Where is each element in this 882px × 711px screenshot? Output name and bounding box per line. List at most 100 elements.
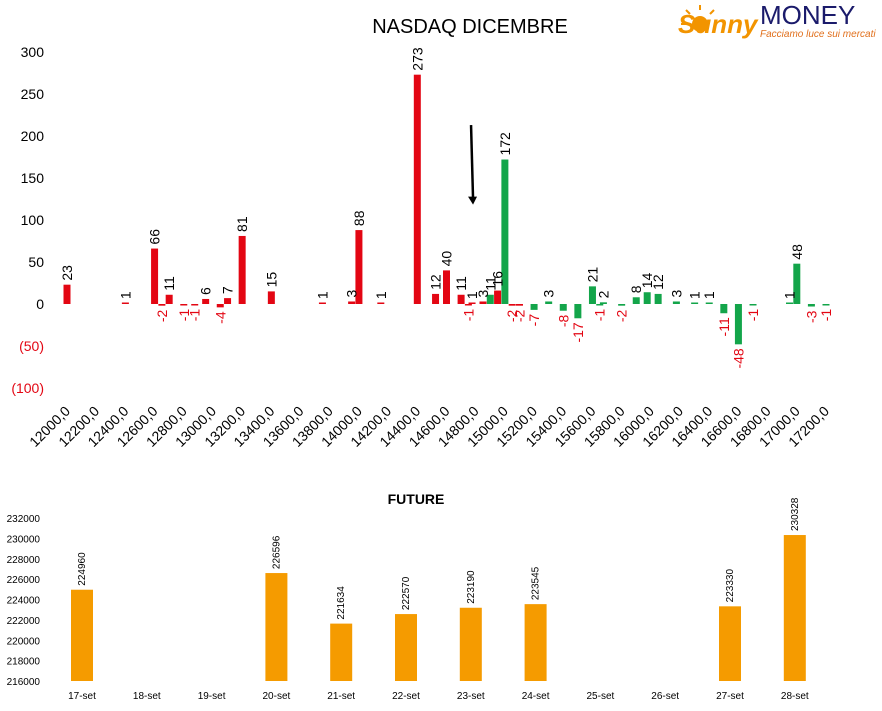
- data-label: 21: [584, 267, 600, 283]
- y-tick-label: 0: [36, 296, 44, 312]
- arrow-annotation: [468, 125, 478, 205]
- bar-call-neg: [216, 304, 224, 308]
- bar-call: [238, 235, 246, 304]
- data-label: -1: [187, 309, 203, 322]
- data-label: 224960: [77, 552, 88, 586]
- data-label: -48: [730, 348, 746, 368]
- bar-call: [413, 74, 421, 305]
- bar-put: [545, 301, 553, 304]
- chart-title: FUTURE: [388, 491, 445, 507]
- bar-future: [524, 604, 547, 681]
- bar-put: [486, 294, 494, 304]
- data-label: 172: [497, 132, 513, 156]
- bar-put-neg: [822, 304, 830, 306]
- sunnymoney-logo: Sunny MONEY Facciamo luce sui mercati: [678, 0, 876, 40]
- bar-future: [783, 535, 806, 681]
- bar-future: [395, 614, 417, 681]
- data-label: -2: [154, 309, 170, 322]
- data-label: 40: [439, 251, 455, 267]
- bar-put: [705, 302, 713, 304]
- y-tick-label: (50): [19, 338, 44, 354]
- bar-call-neg: [191, 304, 199, 306]
- y-tick-label: 250: [21, 86, 45, 102]
- data-label: -7: [526, 314, 542, 327]
- data-label: 2: [595, 290, 611, 298]
- bar-call-neg: [508, 304, 516, 306]
- data-label: 11: [453, 276, 469, 291]
- y-tick-label: 220000: [7, 636, 41, 647]
- data-label: 3: [475, 289, 491, 297]
- y-tick-label: 50: [28, 254, 44, 270]
- data-label: 88: [351, 210, 367, 226]
- arrow-head: [468, 196, 478, 205]
- data-label: 226596: [271, 535, 282, 569]
- bar-call: [355, 230, 363, 304]
- bar-put: [672, 301, 680, 304]
- y-tick-label: 150: [21, 170, 45, 186]
- data-label: -1: [592, 309, 608, 322]
- data-label: 273: [409, 47, 425, 71]
- bar-put-neg: [596, 304, 604, 306]
- bar-call: [432, 293, 440, 304]
- y-tick-label: 300: [21, 44, 45, 60]
- chart-title: NASDAQ DICEMBRE: [372, 16, 568, 38]
- y-tick-label: 232000: [7, 514, 41, 525]
- bar-future: [330, 623, 353, 681]
- bar-put: [793, 263, 801, 304]
- data-label: 1: [314, 291, 330, 299]
- bars: [71, 535, 806, 681]
- bar-call: [202, 298, 210, 304]
- bar-put-neg: [618, 304, 626, 306]
- bar-put-neg: [574, 304, 582, 319]
- data-label: -1: [460, 309, 476, 322]
- data-label: -1: [745, 309, 761, 322]
- x-tick-label: 21-set: [327, 691, 355, 702]
- bar-call: [165, 294, 173, 304]
- data-label: 23: [59, 265, 75, 281]
- y-tick-label: 226000: [7, 575, 41, 586]
- bar-put-neg: [734, 304, 742, 345]
- data-label: -3: [803, 310, 819, 323]
- bar-put: [654, 293, 662, 304]
- data-label: 1: [464, 291, 480, 299]
- y-tick-label: 230000: [7, 534, 41, 545]
- data-label: -2: [511, 309, 527, 322]
- logo-brand-caps: MONEY: [760, 0, 855, 30]
- x-tick-label: 25-set: [587, 691, 615, 702]
- data-label: -1: [176, 309, 192, 322]
- y-tick-label: 200: [21, 128, 45, 144]
- data-label: -2: [504, 309, 520, 322]
- bar-call: [479, 301, 487, 304]
- bar-call-neg: [515, 304, 523, 306]
- value-labels: 224960 226596 221634 222570 223190 223545 2233…: [77, 497, 801, 619]
- bar-call: [468, 302, 476, 304]
- bar-future: [71, 589, 93, 681]
- y-tick-label: 218000: [7, 657, 41, 668]
- x-tick-label: 24-set: [522, 691, 550, 702]
- logo-tagline: Facciamo luce sui mercati: [760, 29, 876, 40]
- data-label: -11: [716, 317, 732, 336]
- bar-put: [632, 297, 640, 304]
- bar-put-neg: [720, 304, 728, 314]
- bar-call: [494, 290, 502, 304]
- future-chart: FUTURE 216000 218000 220000 222000 224000 226…: [7, 491, 809, 702]
- x-tick-label: 23-set: [457, 691, 485, 702]
- data-label: 3: [344, 289, 360, 297]
- data-label: -17: [570, 322, 586, 342]
- arrow-shaft: [469, 125, 475, 199]
- bar-call: [348, 301, 356, 304]
- y-tick-label: (100): [11, 380, 44, 396]
- data-label: 1: [373, 291, 389, 299]
- data-label: 223330: [725, 569, 736, 603]
- x-tick-label: 20-set: [263, 691, 291, 702]
- logo-brand-script: Sunny: [678, 9, 759, 39]
- data-label: 66: [147, 229, 163, 245]
- data-label: -1: [818, 309, 834, 322]
- x-axis: 12000,012200,012400,012600,012800,013000…: [26, 403, 832, 450]
- y-tick-label: 224000: [7, 596, 41, 607]
- x-tick-label: 22-set: [392, 691, 420, 702]
- data-label: 3: [668, 289, 684, 297]
- bar-call: [318, 302, 326, 304]
- bar-call: [267, 291, 275, 304]
